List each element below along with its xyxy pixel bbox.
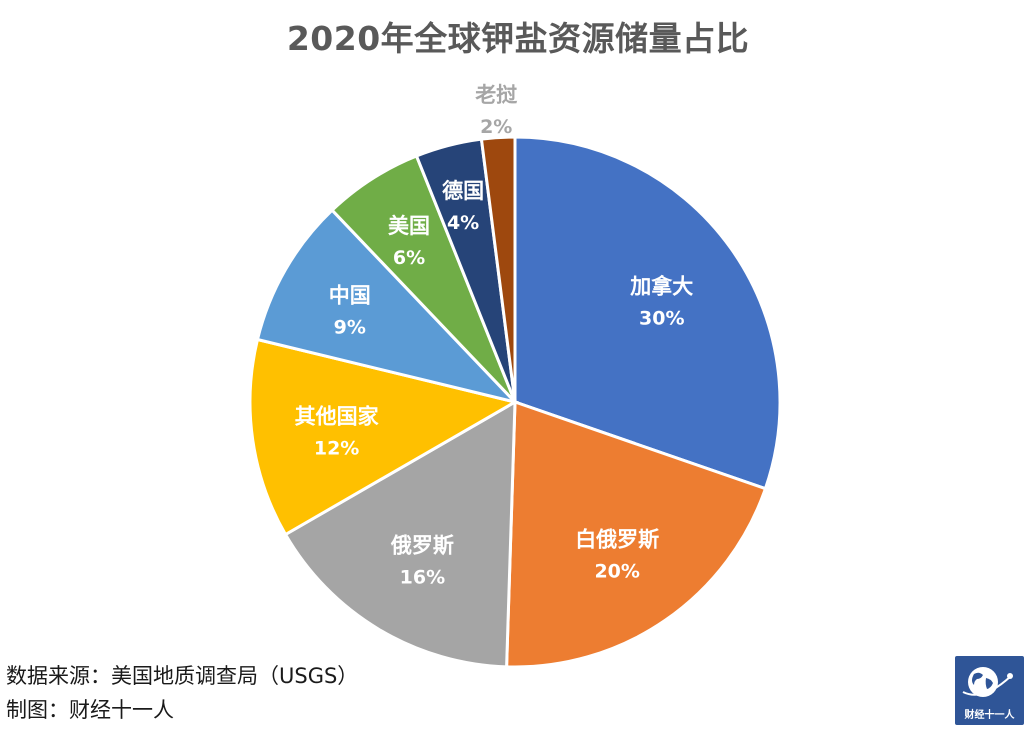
- pie-slice: [255, 208, 520, 405]
- pie-slice: [248, 337, 519, 537]
- brand-logo: 财经十一人: [955, 656, 1024, 725]
- slice-label: 中国: [329, 284, 371, 308]
- slice-value-label: 9%: [334, 317, 366, 339]
- slice-label: 老挝: [475, 83, 518, 107]
- slice-value-label: 30%: [639, 308, 684, 330]
- slice-label: 俄罗斯: [390, 534, 454, 558]
- pie-slice: [479, 135, 517, 403]
- slice-label: 加拿大: [629, 275, 693, 299]
- source-note: 数据来源：美国地质调查局（USGS）: [6, 664, 359, 688]
- slice-value-label: 6%: [393, 247, 425, 269]
- slice-label: 其他国家: [295, 405, 380, 429]
- slice-label: 白俄罗斯: [575, 527, 659, 551]
- globe-icon: [962, 667, 1013, 697]
- slice-value-label: 12%: [314, 438, 359, 460]
- logo-text: 财经十一人: [964, 710, 1015, 721]
- pie-slice: [505, 399, 768, 669]
- chart-title: 2020年全球钾盐资源储量占比: [286, 19, 750, 58]
- slice-label: 美国: [388, 214, 430, 238]
- pie-slice: [283, 399, 517, 669]
- slice-value-label: 20%: [594, 560, 639, 582]
- slice-value-label: 4%: [447, 212, 479, 234]
- slice-label: 德国: [442, 179, 484, 203]
- slice-value-label: 2%: [480, 116, 512, 138]
- maker-credit: 制图：财经十一人: [6, 698, 174, 722]
- pie-slice: [513, 135, 782, 491]
- slice-value-label: 16%: [400, 567, 445, 589]
